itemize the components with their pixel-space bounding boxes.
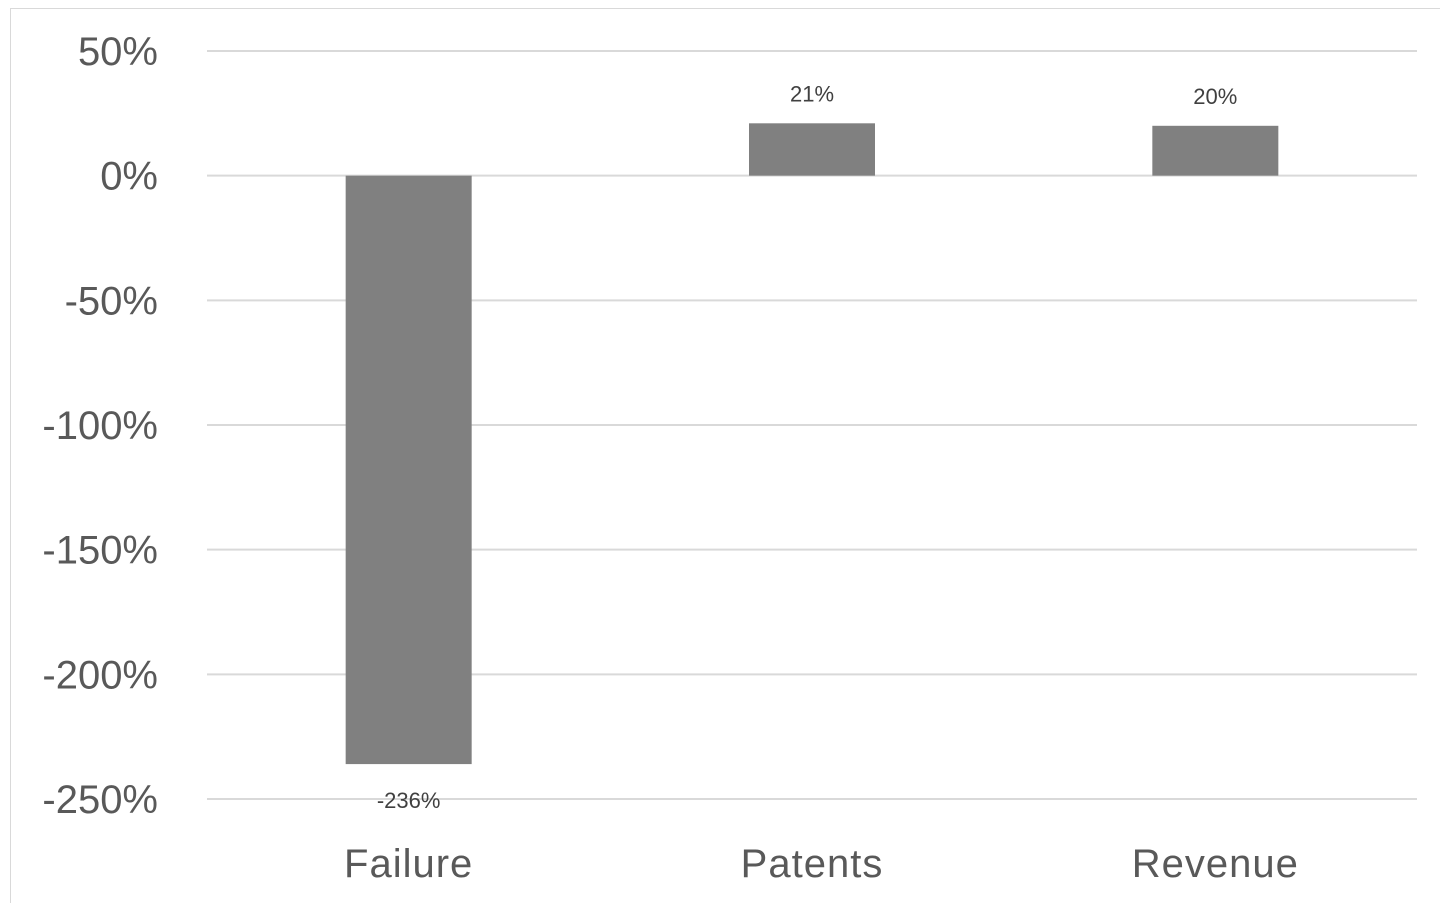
bars — [345, 123, 1279, 765]
y-axis-tick-labels: 50% 0% -50% -100% -150% -200% -250% — [42, 30, 158, 822]
y-tick-label: -200% — [42, 653, 158, 697]
x-category-label: Revenue — [1132, 842, 1299, 886]
bar-revenue — [1152, 125, 1279, 176]
x-category-label: Failure — [344, 842, 473, 886]
y-tick-label: -250% — [42, 778, 158, 822]
y-tick-label: -50% — [65, 279, 158, 323]
data-label: 20% — [1193, 84, 1237, 109]
y-tick-label: -150% — [42, 529, 158, 573]
y-tick-label: 0% — [100, 155, 158, 199]
bar-failure — [345, 175, 472, 765]
x-category-label: Patents — [741, 842, 884, 886]
y-tick-label: 50% — [78, 30, 158, 74]
x-axis-category-labels: Failure Patents Revenue — [344, 842, 1299, 886]
bar-patents — [749, 123, 875, 176]
chart-frame — [10, 8, 1440, 903]
data-label: -236% — [377, 788, 441, 813]
data-labels: -236% 21% 20% — [377, 81, 1237, 813]
y-tick-label: -100% — [42, 404, 158, 448]
data-label: 21% — [790, 81, 834, 106]
